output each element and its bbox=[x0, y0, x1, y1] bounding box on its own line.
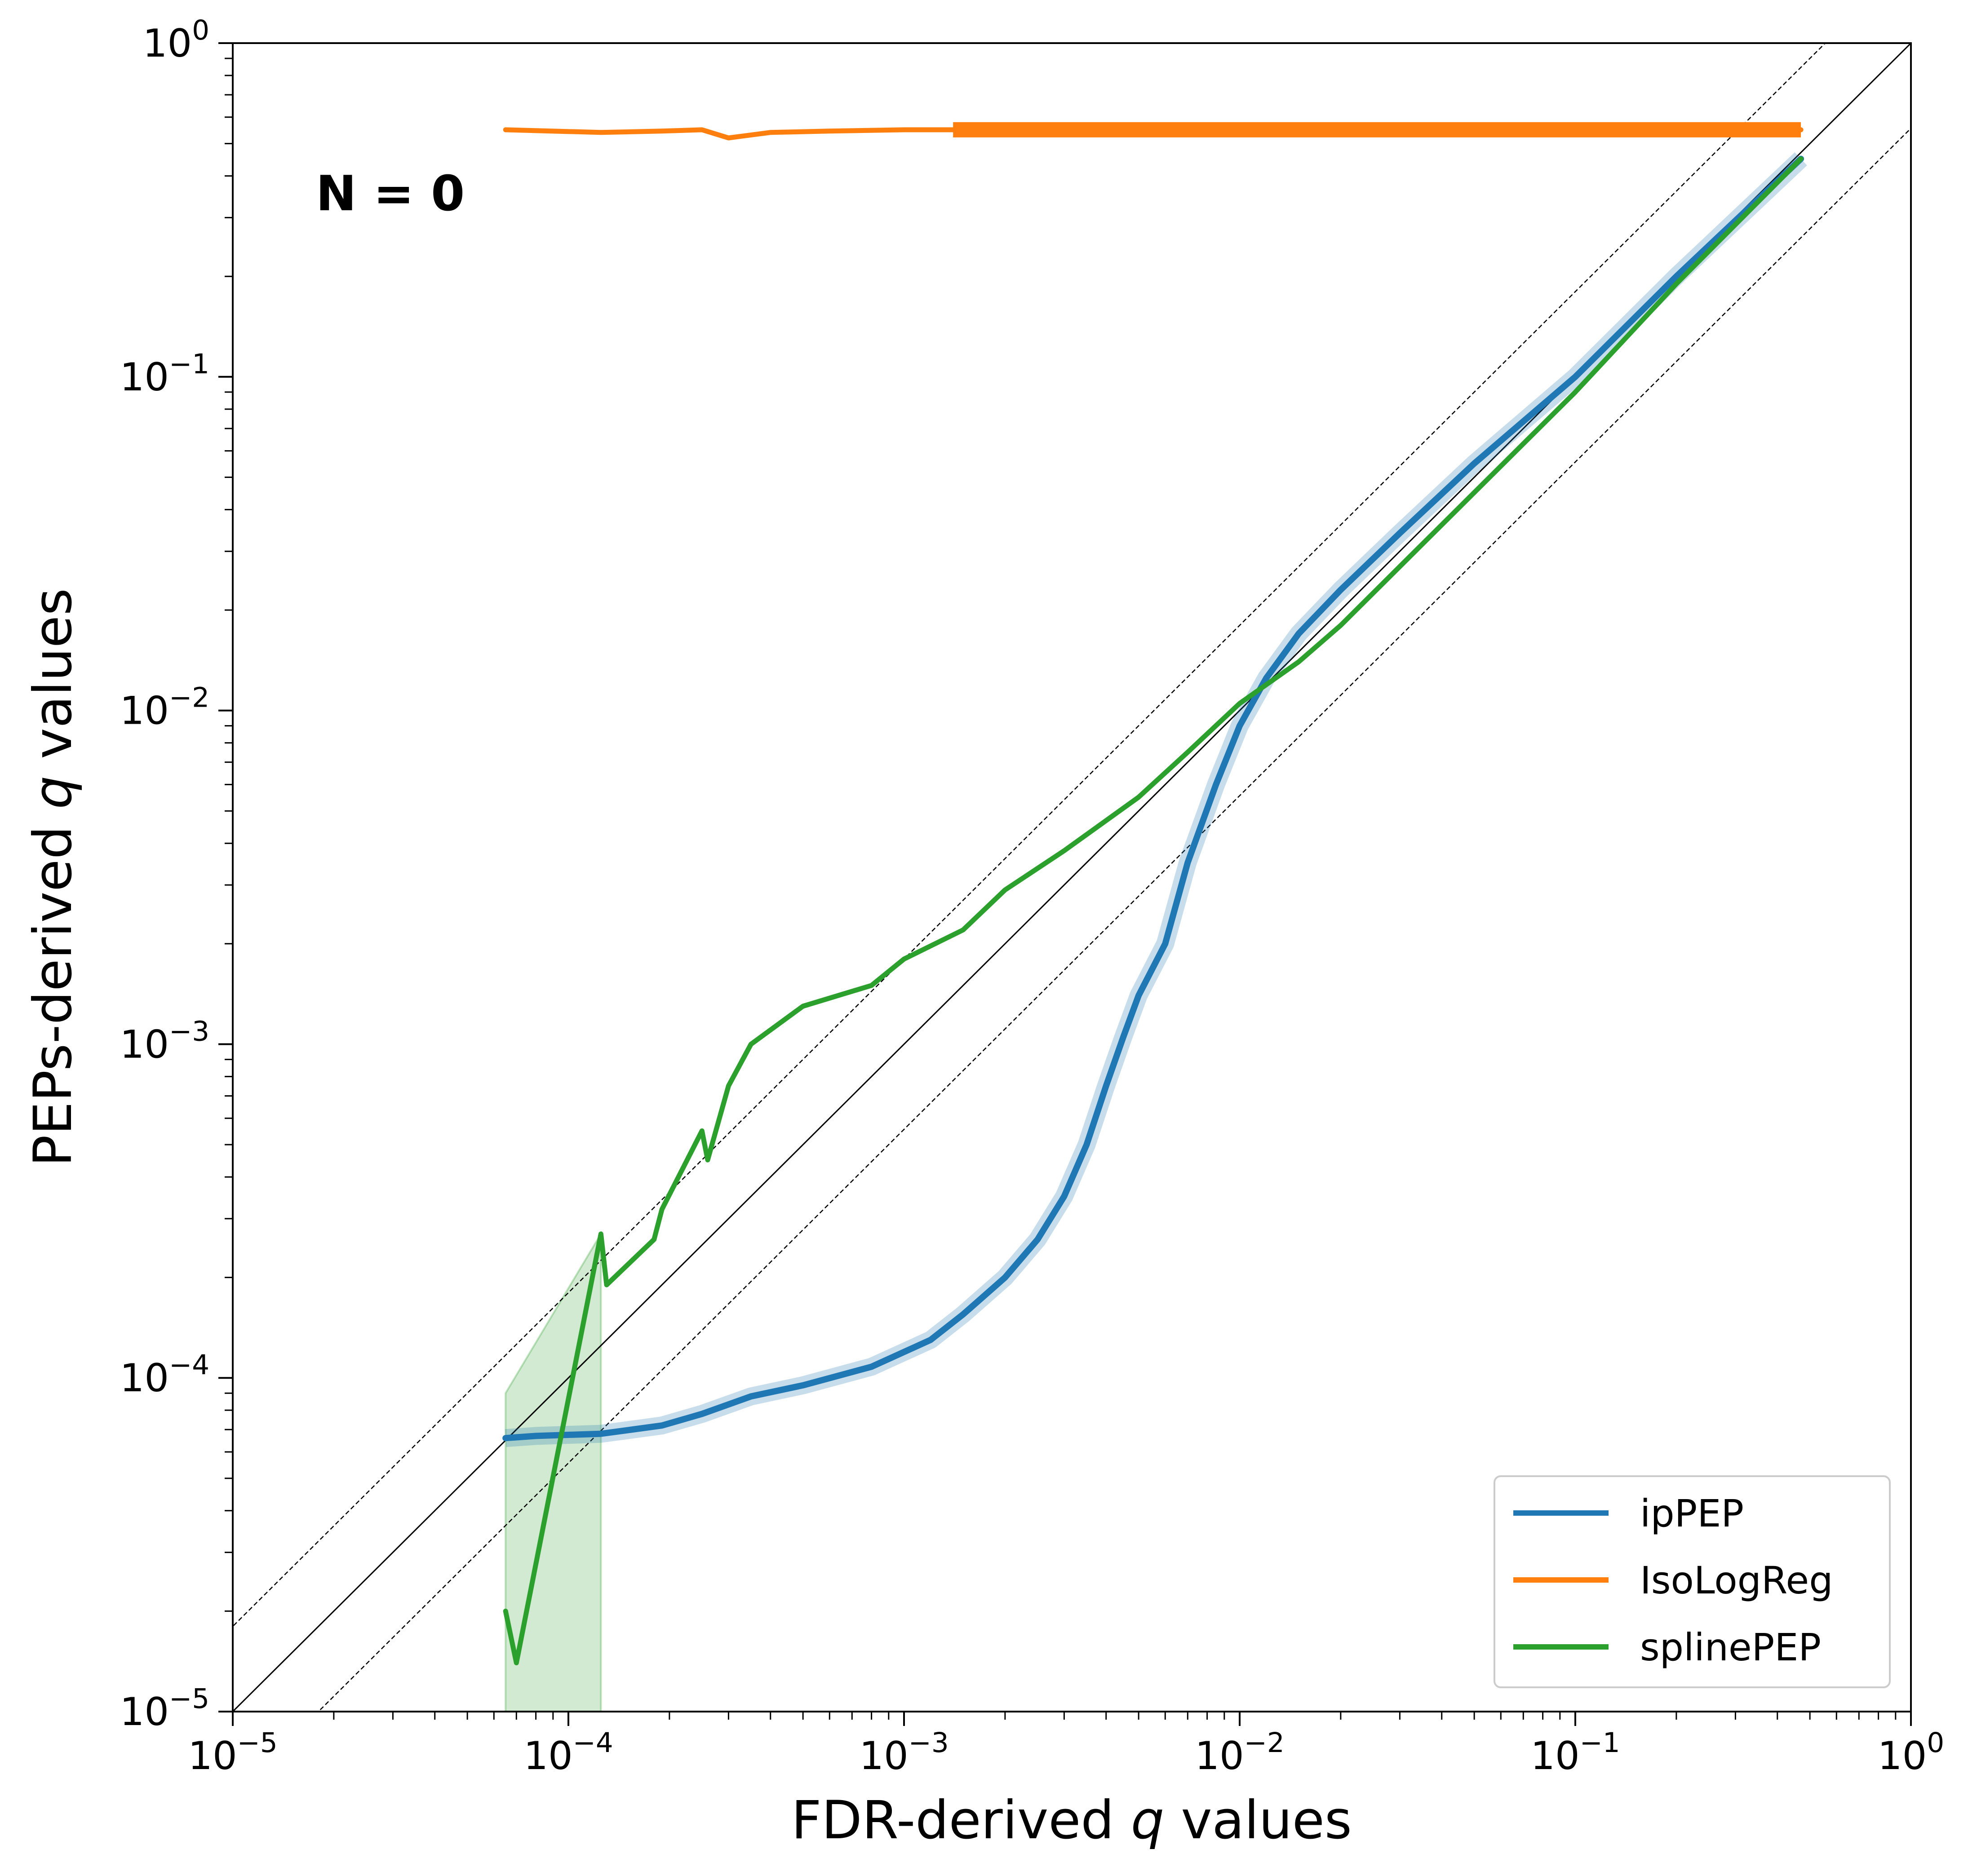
x-tick-exponent: −2 bbox=[1244, 1727, 1285, 1759]
x-tick-label: 10−3 bbox=[859, 1727, 949, 1779]
y-tick-exponent: 0 bbox=[192, 14, 209, 46]
y-tick-label: 10−1 bbox=[120, 348, 209, 400]
x-axis-title-prefix: FDR-derived bbox=[791, 1789, 1131, 1851]
x-axis-title-variable: q bbox=[1131, 1789, 1164, 1851]
series-line-splinepep bbox=[503, 156, 1804, 1665]
series-lines bbox=[502, 122, 1807, 1665]
y-axis-title-variable: q bbox=[22, 776, 84, 809]
y-tick-base: 10 bbox=[120, 689, 169, 734]
x-tick-label: 10−5 bbox=[188, 1727, 277, 1779]
x-tick-base: 10 bbox=[188, 1734, 237, 1779]
x-tick-base: 10 bbox=[859, 1734, 908, 1779]
y-tick-exponent: −5 bbox=[169, 1683, 209, 1715]
legend-label-isologreg: IsoLogReg bbox=[1640, 1558, 1833, 1602]
x-tick-exponent: 0 bbox=[1927, 1727, 1944, 1759]
y-tick-base: 10 bbox=[120, 1690, 169, 1734]
y-tick-exponent: −3 bbox=[169, 1015, 209, 1047]
x-tick-label: 10−4 bbox=[523, 1727, 613, 1779]
legend-box bbox=[1494, 1475, 1891, 1688]
y-tick-base: 10 bbox=[120, 355, 169, 400]
y-tick-exponent: −4 bbox=[169, 1349, 209, 1381]
y-tick-label: 10−4 bbox=[120, 1349, 209, 1401]
y-tick-base: 10 bbox=[143, 21, 192, 66]
x-tick-label: 10−1 bbox=[1530, 1727, 1620, 1779]
y-axis-title-prefix: PEPs-derived bbox=[22, 809, 84, 1167]
x-axis-title-suffix: values bbox=[1164, 1789, 1352, 1851]
y-axis-title-suffix: values bbox=[22, 588, 84, 776]
y-tick-base: 10 bbox=[120, 1356, 169, 1401]
legend-label-ippep: ipPEP bbox=[1640, 1491, 1744, 1535]
legend: ipPEP IsoLogReg splinePEP bbox=[1494, 1475, 1891, 1688]
y-tick-base: 10 bbox=[120, 1022, 169, 1067]
x-axis-title: FDR-derived q values bbox=[791, 1789, 1352, 1851]
x-tick-label: 10−2 bbox=[1195, 1727, 1284, 1779]
x-tick-base: 10 bbox=[1530, 1734, 1579, 1779]
x-tick-exponent: −3 bbox=[909, 1727, 949, 1759]
x-tick-base: 10 bbox=[1195, 1734, 1244, 1779]
major-ticks bbox=[218, 42, 1912, 1726]
x-tick-exponent: −5 bbox=[237, 1727, 278, 1759]
y-tick-label: 10−5 bbox=[120, 1683, 209, 1734]
n-annotation: N = 0 bbox=[316, 166, 465, 222]
y-tick-label: 10−2 bbox=[120, 682, 209, 734]
x-tick-labels: 10−5 10−4 10−3 10−2 10−1 100 bbox=[188, 1727, 1944, 1779]
x-tick-label: 100 bbox=[1878, 1727, 1944, 1779]
legend-label-splinepep: splinePEP bbox=[1640, 1625, 1821, 1669]
y-tick-exponent: −1 bbox=[169, 348, 209, 380]
plot-frame bbox=[232, 42, 1912, 1712]
y-axis-title: PEPs-derived q values bbox=[22, 588, 84, 1167]
minor-ticks bbox=[225, 58, 1897, 1720]
x-tick-exponent: −1 bbox=[1580, 1727, 1620, 1759]
x-tick-base: 10 bbox=[523, 1734, 572, 1779]
x-tick-base: 10 bbox=[1878, 1734, 1927, 1779]
x-tick-exponent: −4 bbox=[573, 1727, 613, 1759]
y-tick-label: 10−3 bbox=[120, 1015, 209, 1067]
series-line-ippep bbox=[502, 155, 1804, 1442]
y-tick-label: 100 bbox=[143, 14, 209, 66]
y-tick-exponent: −2 bbox=[169, 682, 209, 714]
